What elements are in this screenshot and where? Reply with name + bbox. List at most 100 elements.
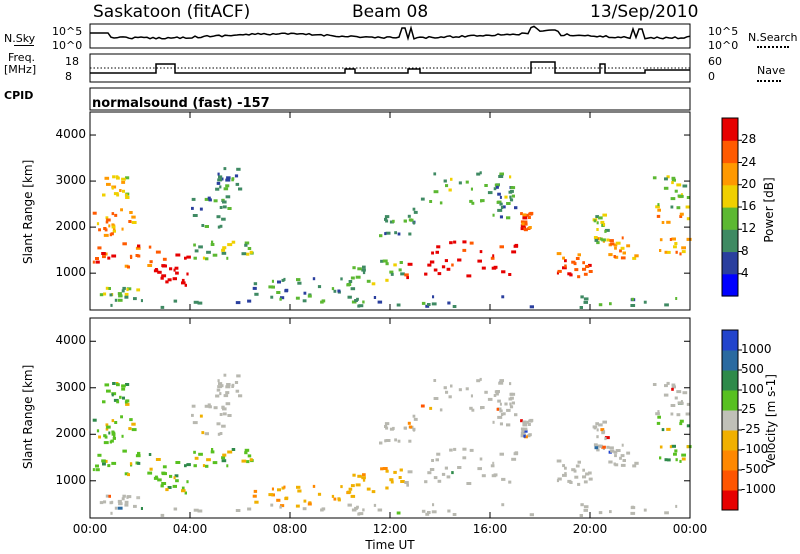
velocity-cell-243 — [406, 483, 409, 487]
power-cell-103 — [212, 253, 218, 257]
power-cell-300 — [499, 195, 502, 199]
velocity-cell-464 — [529, 513, 534, 517]
power-cell-191 — [362, 265, 366, 269]
power-cell-198 — [362, 271, 366, 275]
power-cell-410 — [667, 250, 671, 254]
velocity-cell-401 — [661, 428, 665, 432]
velocity-cell-259 — [408, 425, 413, 429]
velocity-cell-235 — [424, 480, 428, 484]
velocity-cell-297 — [420, 404, 425, 408]
velocity-cell-83 — [167, 486, 172, 489]
velocity-cell-353 — [571, 468, 576, 472]
velocity-cell-234 — [453, 447, 457, 451]
power-cell-284 — [469, 199, 473, 203]
power-cell-17 — [101, 252, 106, 255]
power-cell-431 — [686, 196, 690, 199]
power-cell-327 — [520, 227, 525, 231]
velocity-cell-123 — [194, 456, 199, 460]
velocity-cell-261 — [384, 422, 390, 426]
velocity-cell-286 — [476, 379, 481, 383]
power-cell-72 — [99, 293, 104, 297]
power-colorbar-label: Power [dB] — [762, 177, 776, 243]
colorbar-tick-label: 4 — [741, 265, 749, 280]
velocity-cell-334 — [526, 420, 529, 424]
power-cell-41 — [105, 220, 109, 224]
velocity-cell-322 — [520, 431, 526, 435]
power-cell-73 — [122, 286, 126, 290]
velocity-cell-203 — [385, 469, 389, 473]
power-cell-218 — [492, 254, 495, 258]
power-cell-341 — [567, 272, 572, 276]
power-cell-113 — [231, 240, 236, 244]
power-cell-392 — [603, 223, 606, 227]
velocity-cell-237 — [508, 480, 512, 484]
power-cell-58 — [116, 176, 120, 180]
power-cell-474 — [427, 303, 431, 306]
power-cell-442 — [373, 296, 377, 299]
velocity-cell-393 — [602, 420, 607, 424]
power-cell-97 — [165, 280, 169, 284]
power-cell-470 — [173, 299, 178, 303]
power-cell-124 — [202, 256, 206, 260]
power-cell-456 — [114, 298, 118, 302]
velocity-cell-174 — [340, 485, 343, 489]
power-cell-333 — [523, 227, 526, 231]
velocity-cell-43 — [120, 415, 123, 419]
velocity-cell-214 — [446, 475, 451, 479]
y-tick-label: 4000 — [55, 333, 86, 348]
power-cell-427 — [652, 176, 657, 180]
power-cell-449 — [675, 297, 678, 300]
colorbar-segment — [722, 430, 738, 451]
power-colorbar — [721, 117, 742, 297]
velocity-cell-483 — [140, 507, 143, 510]
power-cell-6 — [92, 260, 95, 264]
power-cell-163 — [238, 187, 243, 191]
power-cell-127 — [204, 197, 210, 201]
velocity-cell-179 — [253, 489, 258, 493]
power-cell-216 — [441, 265, 446, 269]
power-cell-408 — [666, 220, 671, 224]
velocity-cell-226 — [462, 447, 467, 451]
power-cell-302 — [497, 192, 501, 196]
power-cell-145 — [199, 207, 203, 211]
power-cell-146 — [223, 187, 229, 191]
x-tick-label: 00:00 — [672, 522, 708, 536]
power-cell-285 — [498, 175, 504, 178]
power-cell-75 — [103, 292, 107, 296]
velocity-cell-177 — [283, 485, 286, 489]
power-cell-36 — [98, 228, 101, 232]
velocity-cell-86 — [162, 465, 167, 469]
power-cell-25 — [121, 227, 124, 231]
velocity-cell-94 — [184, 464, 187, 468]
velocity-cell-144 — [219, 413, 223, 416]
power-cell-297 — [420, 197, 425, 201]
power-cell-287 — [497, 200, 502, 204]
power-cell-171 — [303, 291, 307, 295]
colorbar-tick-label: 1000 — [741, 342, 772, 356]
power-cell-44 — [92, 211, 97, 215]
power-cell-78 — [124, 292, 129, 296]
velocity-cell-61 — [116, 400, 120, 404]
power-cell-405 — [679, 252, 682, 256]
power-cell-472 — [110, 303, 113, 307]
velocity-cell-460 — [598, 511, 603, 515]
power-cell-462 — [609, 302, 612, 306]
power-cell-192 — [380, 259, 384, 263]
power-cell-12 — [111, 254, 117, 258]
power-cell-114 — [249, 250, 253, 254]
velocity-cell-423 — [666, 381, 670, 385]
power-cell-61 — [116, 193, 120, 197]
power-cell-335 — [521, 222, 525, 226]
power-cell-473 — [579, 306, 583, 309]
velocity-cell-199 — [352, 473, 356, 477]
power-cell-181 — [252, 286, 257, 290]
velocity-cell-264 — [394, 438, 397, 442]
power-cell-248 — [412, 207, 416, 211]
velocity-heatmap — [92, 373, 692, 517]
power-cell-261 — [384, 215, 390, 219]
beam-title: Beam 08 — [352, 2, 429, 22]
power-cell-381 — [596, 228, 599, 231]
power-cell-457 — [247, 299, 252, 303]
velocity-cell-37 — [111, 419, 115, 423]
power-cell-377 — [634, 254, 639, 258]
